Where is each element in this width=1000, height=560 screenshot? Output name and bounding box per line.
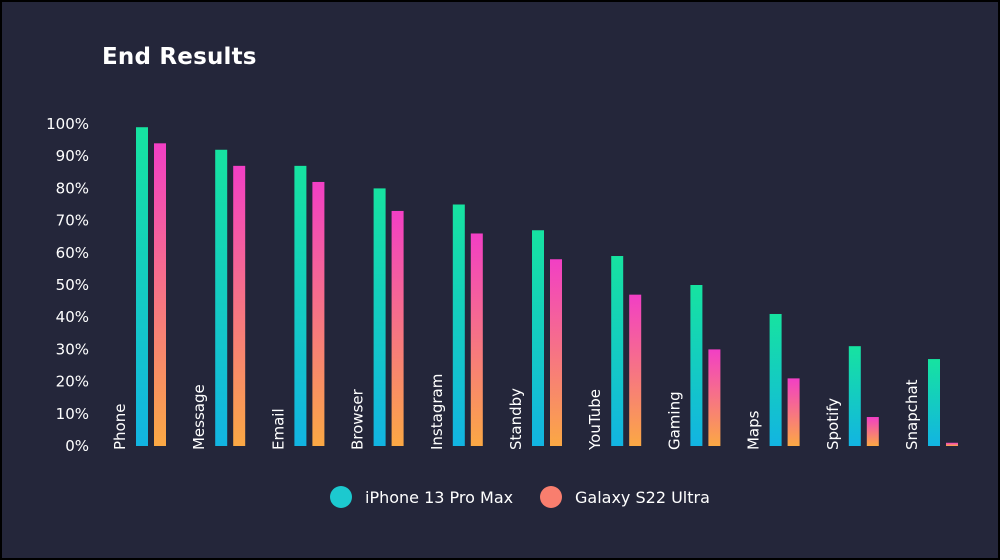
bar-iphone-maps	[769, 313, 782, 446]
bar-galaxy-snapchat	[946, 442, 958, 446]
y-tick-label: 50%	[56, 276, 89, 294]
bar-galaxy-instagram	[470, 233, 483, 446]
bar-iphone-browser	[373, 188, 386, 446]
category-labels: Phone Message Email Browser Instagram Standby…	[111, 374, 921, 451]
y-tick-label: 90%	[56, 147, 89, 165]
bar-galaxy-spotify	[866, 417, 879, 446]
category-label-maps: Maps	[745, 410, 763, 450]
bar-iphone-gaming	[690, 285, 703, 446]
category-label-phone: Phone	[111, 404, 129, 450]
legend: iPhone 13 Pro Max Galaxy S22 Ultra	[330, 486, 710, 508]
legend-swatch-galaxy	[540, 486, 562, 508]
legend-label-galaxy: Galaxy S22 Ultra	[575, 488, 710, 507]
category-label-browser: Browser	[349, 388, 367, 450]
y-tick-label: 40%	[56, 308, 89, 326]
bar-iphone-message	[215, 149, 228, 446]
y-tick-label: 100%	[46, 115, 89, 133]
legend-swatch-iphone	[330, 486, 352, 508]
y-tick-label: 20%	[56, 373, 89, 391]
bar-galaxy-standby	[550, 259, 562, 446]
chart-title: End Results	[102, 44, 257, 70]
y-tick-label: 80%	[56, 179, 89, 197]
y-axis: 0% 10% 20% 30% 40% 50% 60% 70% 80% 90% 100%	[46, 115, 89, 455]
bar-iphone-email	[294, 165, 307, 447]
category-label-gaming: Gaming	[665, 391, 683, 450]
bar-iphone-instagram	[452, 204, 465, 446]
bar-galaxy-maps	[787, 378, 800, 446]
y-tick-label: 70%	[56, 212, 89, 230]
bar-iphone-standby	[532, 230, 544, 446]
bar-galaxy-email	[312, 181, 325, 446]
category-label-instagram: Instagram	[428, 374, 446, 450]
bar-galaxy-message	[233, 165, 246, 447]
bar-galaxy-browser	[391, 210, 404, 446]
bar-iphone-spotify	[848, 346, 861, 446]
category-label-youtube: YouTube	[586, 389, 604, 451]
category-label-standby: Standby	[507, 388, 525, 450]
category-label-spotify: Spotify	[824, 398, 842, 450]
y-tick-label: 30%	[56, 340, 89, 358]
legend-label-iphone: iPhone 13 Pro Max	[365, 488, 513, 507]
bar-iphone-phone	[136, 127, 148, 446]
category-label-email: Email	[269, 408, 287, 450]
bar-iphone-snapchat	[928, 359, 940, 446]
y-tick-label: 60%	[56, 244, 89, 262]
bar-galaxy-youtube	[629, 294, 642, 446]
bar-galaxy-phone	[154, 143, 166, 446]
bar-iphone-youtube	[611, 256, 624, 446]
y-tick-label: 10%	[56, 405, 89, 423]
bars	[136, 127, 958, 447]
bar-galaxy-gaming	[708, 349, 721, 446]
y-tick-label: 0%	[65, 437, 89, 455]
category-label-message: Message	[190, 384, 208, 450]
category-label-snapchat: Snapchat	[903, 379, 921, 450]
